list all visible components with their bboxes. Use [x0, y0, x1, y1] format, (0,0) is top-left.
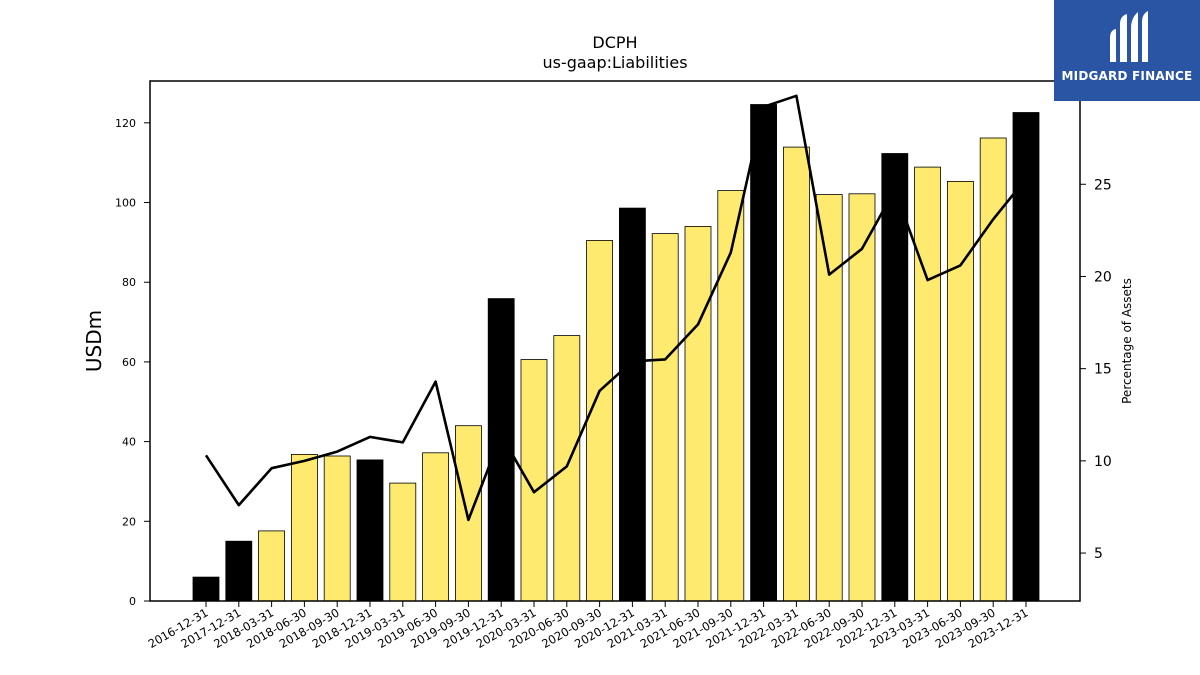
- bar: [881, 153, 909, 602]
- brand-name: MIDGARD FINANCE: [1061, 69, 1193, 83]
- bar: [750, 104, 777, 602]
- chart-subtitle: us-gaap:Liabilities: [542, 53, 687, 72]
- bar: [651, 233, 679, 602]
- bar: [356, 459, 384, 602]
- y2-tick-label: 25: [1094, 177, 1112, 193]
- bars-group: [192, 104, 1040, 602]
- y2-axis-label: Percentage of Assets: [1120, 278, 1134, 404]
- y2-tick-label: 5: [1094, 546, 1103, 562]
- bar: [815, 194, 843, 602]
- y2-tick-label: 15: [1094, 362, 1112, 378]
- bar: [422, 452, 450, 602]
- line-group: [204, 94, 1028, 522]
- y-tick-label: 40: [122, 436, 136, 449]
- y-axis-label: USDm: [82, 310, 106, 372]
- bar: [553, 335, 581, 602]
- bar: [979, 137, 1007, 602]
- y-tick-label: 20: [122, 515, 136, 528]
- brand-logo: MIDGARD FINANCE: [1054, 0, 1200, 101]
- y-tick-label: 80: [122, 276, 136, 289]
- plot-frame: [149, 80, 1081, 602]
- bar: [684, 225, 712, 602]
- y-tick-label: 120: [115, 117, 136, 130]
- y2-tick-label: 20: [1094, 269, 1112, 285]
- chart-title: DCPH: [592, 33, 637, 52]
- y2-tick-label: 10: [1094, 454, 1112, 470]
- bar: [717, 190, 745, 602]
- bar: [323, 455, 351, 602]
- bar: [389, 482, 417, 602]
- bar: [1012, 112, 1040, 602]
- bar: [290, 453, 318, 602]
- bar: [454, 425, 482, 602]
- bar: [192, 576, 220, 602]
- logo-mark-icon: [1110, 11, 1148, 62]
- y-tick-label: 0: [129, 595, 136, 608]
- bar: [783, 146, 810, 602]
- bar: [225, 540, 253, 602]
- y-tick-label: 60: [122, 356, 136, 369]
- bar: [914, 166, 941, 602]
- bar: [619, 207, 646, 602]
- bar: [520, 359, 548, 602]
- y-tick-label: 100: [115, 197, 136, 210]
- bar: [848, 193, 876, 602]
- bar: [586, 239, 613, 602]
- bar: [258, 530, 286, 602]
- bar: [947, 180, 974, 602]
- percentage-line: [204, 94, 1028, 522]
